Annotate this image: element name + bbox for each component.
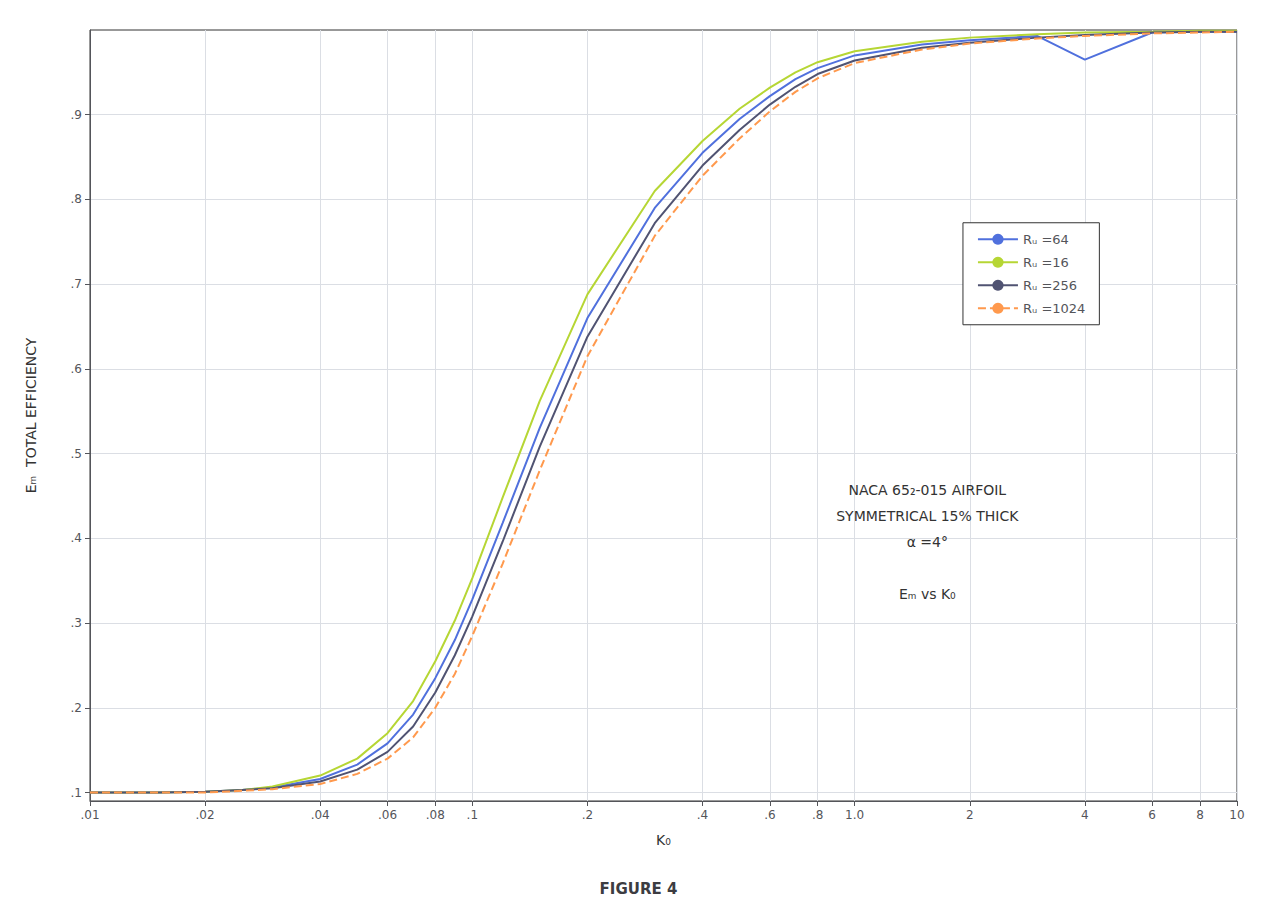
svg-text:Rᵤ =1024: Rᵤ =1024 <box>1023 301 1085 316</box>
svg-text:.8: .8 <box>812 808 823 822</box>
svg-text:Rᵤ =16: Rᵤ =16 <box>1023 255 1069 270</box>
svg-text:6: 6 <box>1148 808 1156 822</box>
svg-text:SYMMETRICAL 15% THICK: SYMMETRICAL 15% THICK <box>836 508 1019 524</box>
svg-text:.3: .3 <box>71 616 82 630</box>
svg-text:Eₘ vs K₀: Eₘ vs K₀ <box>899 586 956 602</box>
svg-text:.04: .04 <box>311 808 330 822</box>
svg-text:.02: .02 <box>196 808 215 822</box>
svg-text:.01: .01 <box>80 808 99 822</box>
svg-text:.4: .4 <box>71 531 82 545</box>
svg-text:.9: .9 <box>71 108 82 122</box>
svg-text:.2: .2 <box>71 701 82 715</box>
svg-text:1.0: 1.0 <box>845 808 864 822</box>
svg-text:.1: .1 <box>467 808 478 822</box>
svg-text:10: 10 <box>1229 808 1244 822</box>
svg-text:.2: .2 <box>582 808 593 822</box>
svg-text:.5: .5 <box>71 447 82 461</box>
svg-text:Eₘ TOTAL EFFICIENCY: Eₘ TOTAL EFFICIENCY <box>23 337 39 493</box>
svg-text:NACA 65₂-015 AIRFOIL: NACA 65₂-015 AIRFOIL <box>848 482 1006 498</box>
svg-text:.6: .6 <box>764 808 775 822</box>
svg-text:.06: .06 <box>378 808 397 822</box>
svg-text:.4: .4 <box>697 808 708 822</box>
svg-text:.08: .08 <box>426 808 445 822</box>
svg-text:4: 4 <box>1081 808 1089 822</box>
svg-text:.1: .1 <box>71 786 82 800</box>
svg-text:.7: .7 <box>71 277 82 291</box>
svg-text:FIGURE 4: FIGURE 4 <box>600 880 678 898</box>
svg-text:.6: .6 <box>71 362 82 376</box>
svg-text:.8: .8 <box>71 192 82 206</box>
svg-text:Rᵤ =256: Rᵤ =256 <box>1023 278 1077 293</box>
svg-text:α =4°: α =4° <box>907 534 948 550</box>
svg-text:Rᵤ =64: Rᵤ =64 <box>1023 232 1069 247</box>
svg-text:K₀: K₀ <box>656 832 671 848</box>
svg-text:8: 8 <box>1196 808 1204 822</box>
svg-text:2: 2 <box>966 808 974 822</box>
